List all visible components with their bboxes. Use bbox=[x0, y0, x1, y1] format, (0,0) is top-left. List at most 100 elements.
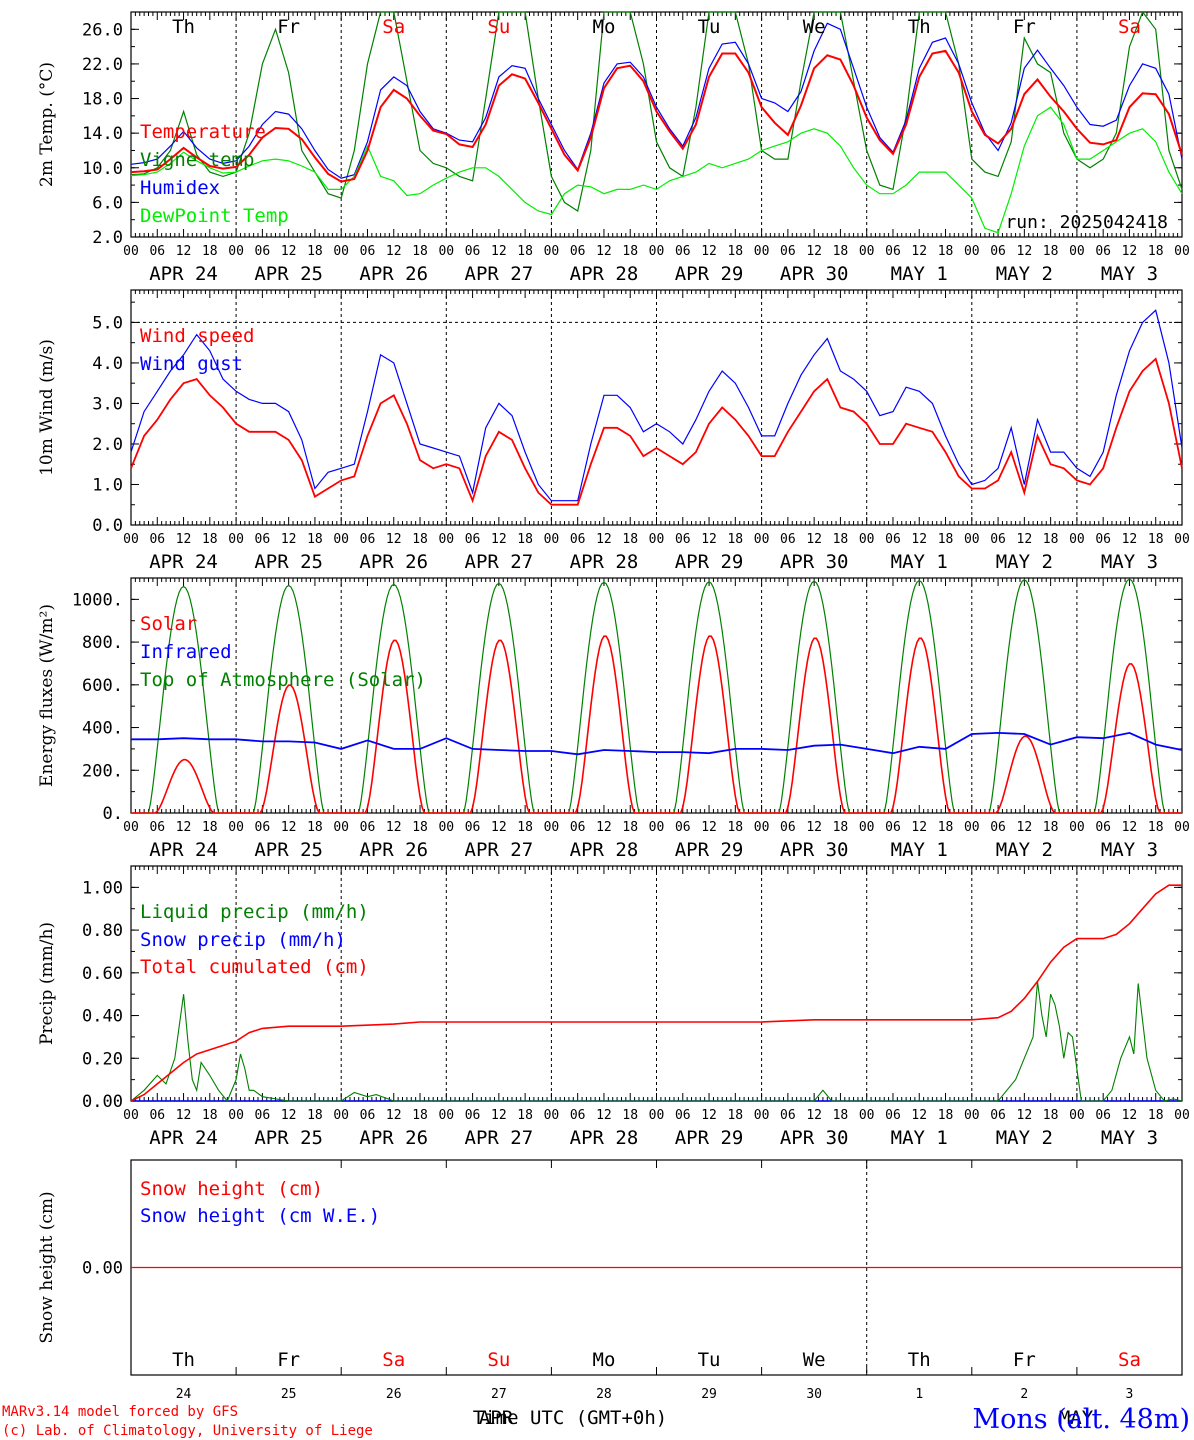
series-wind-gust bbox=[130, 309, 1183, 502]
hour-tick-label: 00 bbox=[754, 532, 770, 547]
weekday-label: We bbox=[803, 1349, 826, 1371]
weekday-label: Th bbox=[908, 1349, 931, 1371]
hour-tick-label: 06 bbox=[885, 820, 901, 835]
hour-tick-label: 18 bbox=[1148, 1108, 1164, 1123]
date-label: MAY 2 bbox=[996, 839, 1053, 861]
hour-tick-label: 00 bbox=[438, 820, 454, 835]
day-number: 26 bbox=[386, 1387, 402, 1402]
hour-tick-label: 06 bbox=[570, 532, 586, 547]
panel-5: 0.00 Snow height (cm) Th Fr Sa Su Mo Tu We Th Fr Sa… bbox=[37, 1159, 1183, 1429]
y-tick-label: 14.0 bbox=[82, 124, 123, 144]
series-toa-solar bbox=[236, 584, 342, 814]
weekday-label: Tu bbox=[698, 16, 721, 38]
hour-tick-label: 06 bbox=[780, 1108, 796, 1123]
hour-tick-label: 06 bbox=[570, 820, 586, 835]
date-label: APR 24 bbox=[149, 1127, 218, 1149]
y-tick-label: 18.0 bbox=[82, 90, 123, 110]
hour-tick-label: 00 bbox=[123, 820, 139, 835]
hour-tick-label: 00 bbox=[1069, 820, 1085, 835]
date-label: APR 24 bbox=[149, 263, 218, 285]
hour-tick-label: 18 bbox=[307, 244, 323, 259]
y-tick-label: 22.0 bbox=[82, 55, 123, 75]
hour-tick-label: 18 bbox=[307, 820, 323, 835]
hour-tick-label: 00 bbox=[649, 1108, 665, 1123]
hour-tick-label: 18 bbox=[938, 820, 954, 835]
hour-tick-label: 06 bbox=[149, 820, 165, 835]
weekday-label: Th bbox=[172, 1349, 195, 1371]
hour-tick-label: 12 bbox=[1122, 1108, 1138, 1123]
weekday-label: Fr bbox=[1013, 1349, 1036, 1371]
hour-tick-label: 12 bbox=[806, 820, 822, 835]
y-tick-label: 1.00 bbox=[82, 878, 123, 898]
date-label: APR 27 bbox=[465, 1127, 534, 1149]
hour-tick-label: 12 bbox=[386, 532, 402, 547]
day-number: 29 bbox=[701, 1387, 717, 1402]
y-axis-label: 2m Temp. (°C) bbox=[37, 62, 57, 187]
date-label: APR 29 bbox=[675, 263, 744, 285]
date-label: MAY 1 bbox=[891, 263, 948, 285]
y-tick-label: 0.40 bbox=[82, 1007, 123, 1027]
hour-tick-label: 00 bbox=[754, 1108, 770, 1123]
hour-tick-label: 18 bbox=[517, 532, 533, 547]
series-solar bbox=[236, 684, 342, 814]
date-label: APR 25 bbox=[254, 839, 323, 861]
hour-tick-label: 12 bbox=[596, 244, 612, 259]
weekday-label: Mo bbox=[593, 1349, 616, 1371]
series-toa-solar bbox=[866, 579, 972, 814]
hour-tick-label: 18 bbox=[727, 1108, 743, 1123]
hour-tick-label: 18 bbox=[202, 1108, 218, 1123]
hour-tick-label: 00 bbox=[1069, 244, 1085, 259]
y-tick-label: 0. bbox=[103, 804, 123, 824]
y-tick-label: 4.0 bbox=[92, 354, 123, 374]
date-label: APR 29 bbox=[675, 1127, 744, 1149]
y-tick-label: 10.0 bbox=[82, 159, 123, 179]
hour-tick-label: 00 bbox=[438, 532, 454, 547]
legend-entry: Temperature bbox=[140, 121, 266, 143]
hour-tick-label: 18 bbox=[833, 532, 849, 547]
series-solar bbox=[761, 637, 867, 814]
hour-tick-label: 12 bbox=[1122, 532, 1138, 547]
series-toa-solar bbox=[761, 580, 867, 814]
hour-tick-label: 18 bbox=[517, 1108, 533, 1123]
hour-tick-label: 18 bbox=[622, 820, 638, 835]
hour-tick-label: 00 bbox=[333, 244, 349, 259]
hour-tick-label: 12 bbox=[911, 820, 927, 835]
hour-tick-label: 06 bbox=[885, 1108, 901, 1123]
legend-entry: DewPoint Temp bbox=[140, 205, 289, 227]
date-label: MAY 2 bbox=[996, 551, 1053, 573]
hour-tick-label: 18 bbox=[938, 1108, 954, 1123]
hour-tick-label: 00 bbox=[1174, 820, 1190, 835]
y-tick-label: 800. bbox=[82, 633, 123, 653]
date-label: MAY 3 bbox=[1101, 263, 1158, 285]
panel-3: 00 06 12 18 00 06 12 18 00 06 12 18 00 06 12 18 00 06 12 18… bbox=[37, 577, 1190, 861]
hour-tick-label: 12 bbox=[1017, 244, 1033, 259]
weekday-label: Sa bbox=[382, 16, 405, 38]
hour-tick-label: 06 bbox=[1095, 244, 1111, 259]
day-number: 27 bbox=[491, 1387, 507, 1402]
hour-tick-label: 12 bbox=[491, 820, 507, 835]
date-label: APR 25 bbox=[254, 551, 323, 573]
y-tick-label: 0.0 bbox=[92, 516, 123, 536]
hour-tick-label: 06 bbox=[675, 244, 691, 259]
date-label: APR 28 bbox=[570, 263, 639, 285]
weekday-label: Su bbox=[487, 16, 510, 38]
series-liquid-precip bbox=[130, 981, 1183, 1103]
hour-tick-label: 00 bbox=[544, 532, 560, 547]
date-label: APR 28 bbox=[570, 551, 639, 573]
hour-tick-label: 12 bbox=[806, 532, 822, 547]
hour-tick-label: 18 bbox=[412, 532, 428, 547]
hour-tick-label: 18 bbox=[517, 820, 533, 835]
day-number: 2 bbox=[1020, 1387, 1028, 1402]
hour-tick-label: 06 bbox=[990, 532, 1006, 547]
legend-entry: Vigne temp bbox=[140, 149, 254, 171]
hour-tick-label: 06 bbox=[570, 1108, 586, 1123]
hour-tick-label: 18 bbox=[202, 820, 218, 835]
date-label: APR 30 bbox=[780, 263, 849, 285]
date-label: APR 30 bbox=[780, 1127, 849, 1149]
hour-tick-label: 00 bbox=[1174, 1108, 1190, 1123]
hour-tick-label: 18 bbox=[833, 244, 849, 259]
date-label: APR 29 bbox=[675, 839, 744, 861]
hour-tick-label: 12 bbox=[911, 1108, 927, 1123]
hour-tick-label: 12 bbox=[281, 820, 297, 835]
